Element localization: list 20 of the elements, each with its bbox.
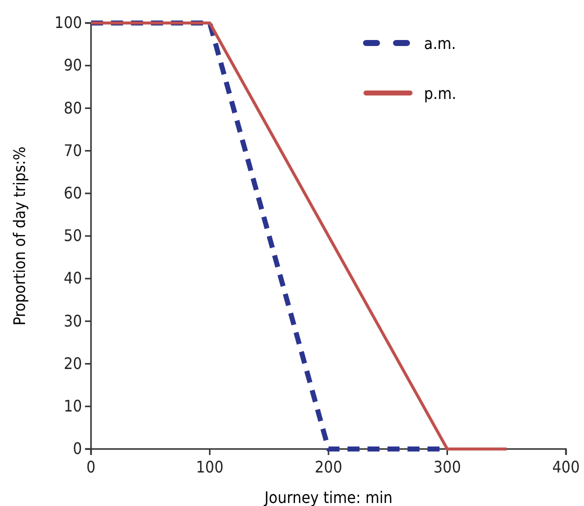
x-tick-label: 200	[314, 457, 342, 476]
y-tick-label: 100	[54, 13, 82, 32]
x-tick-label: 100	[196, 457, 224, 476]
y-tick-label: 40	[64, 268, 82, 288]
y-tick-label: 60	[64, 184, 82, 203]
y-tick-label: 10	[64, 396, 82, 416]
y-axis-title: Proportion of day trips:%	[10, 146, 29, 326]
y-tick-label: 50	[64, 226, 82, 246]
y-tick-label: 0	[72, 439, 82, 458]
y-tick-label: 90	[64, 56, 82, 75]
x-tick-label: 300	[434, 457, 461, 476]
y-tick-label: 70	[64, 140, 82, 160]
x-tick-label: 0	[86, 457, 96, 476]
x-tick-label: 400	[552, 457, 580, 476]
y-tick-label: 80	[64, 98, 82, 118]
y-tick-label: 30	[64, 311, 82, 330]
x-axis-title: Journey time: min	[264, 488, 392, 506]
legend-label: p.m.	[424, 84, 456, 103]
legend-label: a.m.	[424, 34, 456, 53]
y-tick-label: 20	[64, 354, 82, 373]
